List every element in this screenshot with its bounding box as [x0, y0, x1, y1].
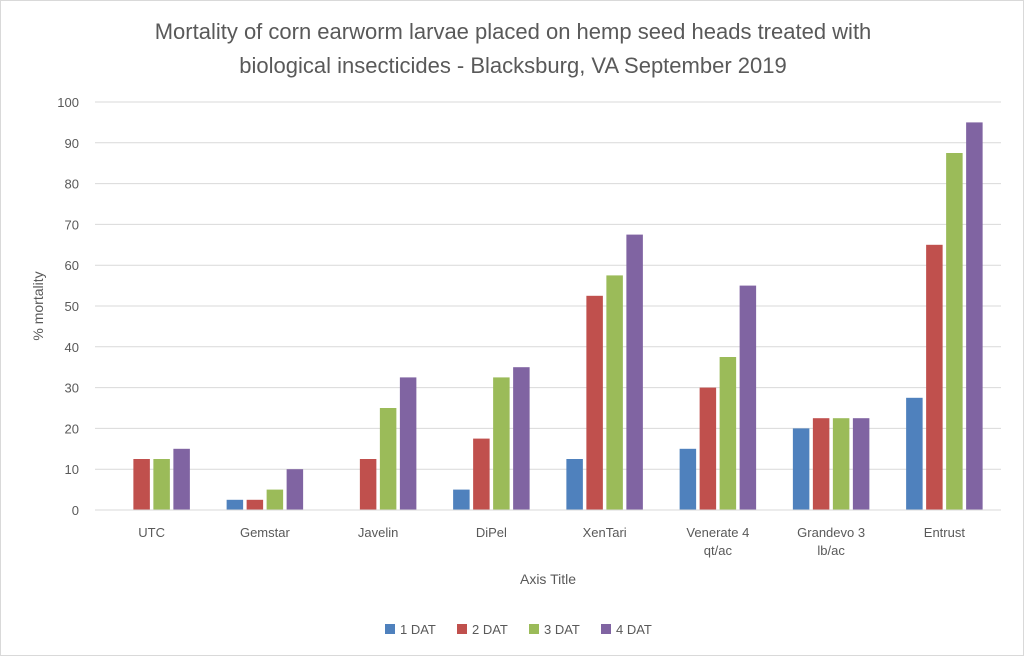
x-tick-label: Entrust — [924, 525, 966, 540]
x-tick-label: Grandevo 3 lb/ac — [797, 525, 865, 558]
x-tick-label: Javelin — [358, 525, 398, 540]
bar — [739, 285, 757, 510]
x-axis-title: Axis Title — [520, 571, 576, 587]
bar — [966, 122, 983, 511]
bar — [379, 408, 397, 510]
bar — [399, 377, 417, 510]
x-tick-label: Venerate 4 qt/ac — [686, 525, 749, 558]
bar — [493, 377, 510, 510]
bar — [792, 428, 810, 510]
bar — [153, 459, 170, 510]
x-tick-label: DiPel — [476, 525, 507, 540]
bar — [246, 499, 264, 510]
bar — [679, 448, 697, 510]
bar — [699, 387, 717, 510]
bar — [812, 418, 830, 510]
chart-title-line-2: biological insecticides - Blacksburg, VA… — [239, 53, 786, 78]
legend: 1 DAT 2 DAT 3 DAT 4 DAT — [385, 622, 652, 637]
bar — [852, 418, 870, 510]
y-tick-label: 20 — [65, 421, 79, 436]
bar — [173, 448, 190, 510]
bar — [832, 418, 850, 510]
y-tick-label: 10 — [65, 462, 79, 477]
y-tick-label: 80 — [65, 177, 79, 192]
legend-swatch — [601, 624, 611, 634]
bar — [606, 275, 623, 510]
y-tick-label: 70 — [65, 217, 79, 232]
legend-label: 4 DAT — [616, 622, 652, 637]
legend-label: 1 DAT — [400, 622, 436, 637]
gridlines — [95, 101, 1001, 470]
bar — [226, 499, 244, 510]
x-tick-label: UTC — [138, 525, 165, 540]
bar — [566, 459, 583, 510]
legend-swatch — [457, 624, 467, 634]
legend-swatch — [529, 624, 539, 634]
legend-label: 2 DAT — [472, 622, 508, 637]
x-tick-label: XenTari — [583, 525, 627, 540]
y-tick-label: 100 — [57, 95, 79, 110]
bar — [359, 459, 377, 510]
y-tick-label: 0 — [72, 503, 79, 518]
bars — [133, 122, 983, 511]
bar — [586, 295, 603, 510]
y-tick-label: 30 — [65, 381, 79, 396]
y-tick-label: 40 — [65, 340, 79, 355]
bar — [926, 244, 943, 511]
bar — [906, 397, 923, 510]
bar — [453, 489, 470, 510]
bar — [266, 489, 284, 510]
bar — [133, 459, 150, 510]
y-tick-label: 50 — [65, 299, 79, 314]
bar — [473, 438, 490, 510]
y-tick-label: 60 — [65, 258, 79, 273]
bar — [286, 469, 304, 510]
y-axis-ticks: 0 10 20 30 40 50 60 70 80 90 100 — [57, 95, 79, 518]
chart-title: Mortality of corn earworm larvae placed … — [155, 19, 872, 78]
y-tick-label: 90 — [65, 136, 79, 151]
legend-label: 3 DAT — [544, 622, 580, 637]
bar — [946, 153, 963, 510]
bar — [626, 234, 643, 510]
legend-swatch — [385, 624, 395, 634]
chart-title-line-1: Mortality of corn earworm larvae placed … — [155, 19, 872, 44]
bar — [513, 367, 530, 510]
x-tick-label: Gemstar — [240, 525, 291, 540]
bar — [719, 357, 737, 510]
y-axis-title: % mortality — [30, 271, 46, 340]
